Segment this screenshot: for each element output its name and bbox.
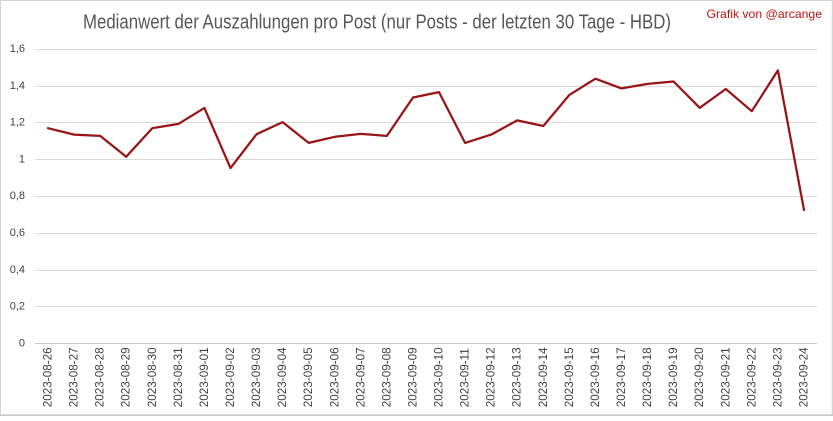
svg-text:0,8: 0,8 (10, 190, 25, 202)
svg-text:2023-09-12: 2023-09-12 (485, 347, 498, 407)
svg-text:Grafik von @arcange: Grafik von @arcange (707, 7, 823, 21)
svg-text:2023-09-09: 2023-09-09 (407, 347, 420, 407)
svg-text:0: 0 (19, 337, 25, 349)
svg-text:0,2: 0,2 (10, 301, 25, 313)
svg-text:2023-08-29: 2023-08-29 (120, 347, 133, 407)
svg-text:2023-09-22: 2023-09-22 (745, 347, 758, 407)
svg-text:2023-09-23: 2023-09-23 (771, 347, 784, 407)
svg-text:2023-08-27: 2023-08-27 (68, 347, 81, 407)
svg-text:2023-09-07: 2023-09-07 (354, 347, 367, 407)
svg-text:2023-09-11: 2023-09-11 (459, 348, 472, 407)
svg-text:2023-08-30: 2023-08-30 (146, 347, 159, 407)
svg-text:2023-09-14: 2023-09-14 (537, 347, 550, 407)
svg-text:Medianwert der Auszahlungen pr: Medianwert der Auszahlungen pro Post (nu… (83, 12, 671, 34)
svg-text:2023-09-02: 2023-09-02 (224, 347, 237, 407)
svg-text:2023-09-10: 2023-09-10 (433, 347, 446, 407)
svg-text:1: 1 (19, 153, 25, 165)
svg-text:2023-09-01: 2023-09-01 (198, 347, 211, 407)
svg-text:2023-08-31: 2023-08-31 (172, 347, 185, 407)
svg-text:1,4: 1,4 (10, 80, 25, 92)
svg-text:2023-09-19: 2023-09-19 (667, 347, 680, 407)
svg-text:2023-08-26: 2023-08-26 (42, 347, 55, 407)
svg-text:0,6: 0,6 (10, 227, 25, 239)
svg-text:2023-09-04: 2023-09-04 (276, 347, 289, 407)
svg-text:2023-09-16: 2023-09-16 (589, 347, 602, 407)
svg-text:2023-09-08: 2023-09-08 (380, 347, 393, 407)
svg-text:2023-09-17: 2023-09-17 (615, 347, 628, 407)
svg-text:2023-09-20: 2023-09-20 (693, 347, 706, 407)
svg-text:2023-09-21: 2023-09-21 (719, 347, 732, 407)
svg-text:2023-09-18: 2023-09-18 (641, 347, 654, 407)
svg-text:2023-09-03: 2023-09-03 (250, 347, 263, 407)
svg-text:2023-09-15: 2023-09-15 (563, 347, 576, 407)
svg-text:1,2: 1,2 (10, 117, 25, 129)
svg-text:2023-09-06: 2023-09-06 (328, 347, 341, 407)
svg-text:2023-09-13: 2023-09-13 (511, 347, 524, 407)
svg-text:2023-08-28: 2023-08-28 (94, 347, 107, 407)
svg-text:2023-09-24: 2023-09-24 (798, 347, 811, 407)
svg-text:1,6: 1,6 (10, 43, 25, 55)
svg-text:2023-09-05: 2023-09-05 (302, 347, 315, 407)
svg-text:0,4: 0,4 (10, 264, 25, 276)
